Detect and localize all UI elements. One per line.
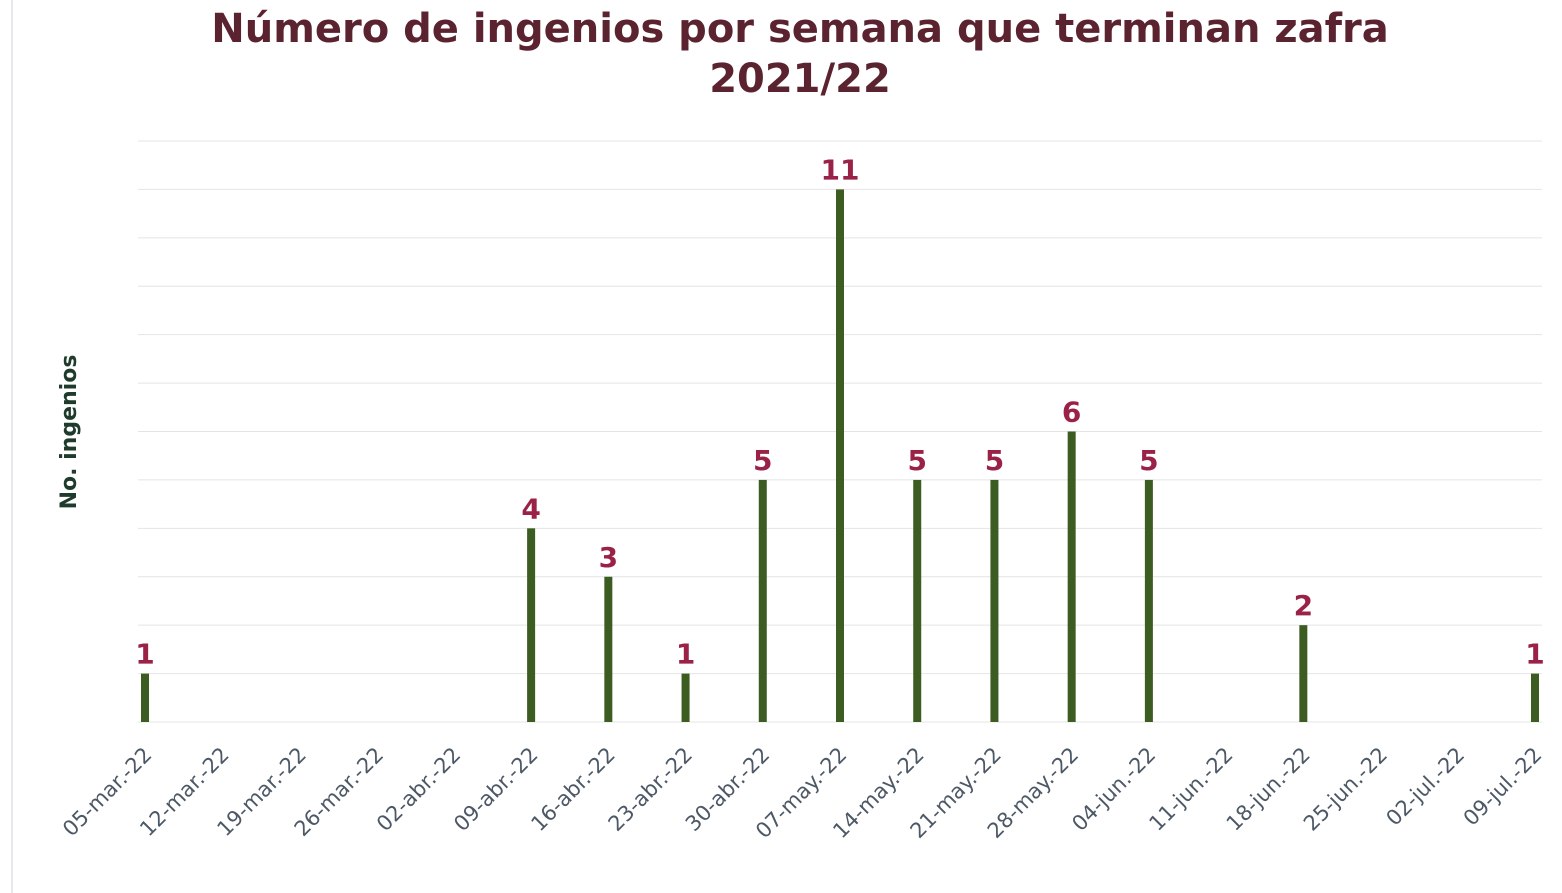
chart-title: Número de ingenios por semana que termin…: [211, 6, 1389, 102]
value-label: 1: [135, 638, 154, 671]
value-label: 4: [521, 492, 540, 525]
y-axis-label: No. ingenios: [57, 355, 82, 510]
value-label: 2: [1294, 589, 1313, 622]
bar: [1299, 625, 1308, 722]
bar: [141, 673, 149, 722]
x-tick-label: 09-jul.-22: [1459, 743, 1547, 831]
bar: [836, 189, 844, 722]
value-label: 3: [599, 541, 618, 574]
bar: [604, 576, 613, 722]
value-label: 5: [985, 444, 1004, 477]
value-label: 6: [1062, 396, 1081, 429]
bar: [1531, 673, 1539, 722]
bar: [681, 673, 690, 722]
bar: [990, 479, 999, 722]
bar: [758, 479, 767, 722]
x-tick-label: 02-jul.-22: [1381, 743, 1469, 831]
value-label: 11: [821, 153, 860, 186]
bar: [527, 528, 536, 722]
value-label: 1: [1525, 638, 1544, 671]
value-label: 1: [676, 638, 695, 671]
value-label: 5: [1139, 444, 1158, 477]
value-label: 5: [907, 444, 926, 477]
bar: [1067, 431, 1076, 722]
bar: [1144, 479, 1153, 722]
x-tick-label: 25-jun.-22: [1299, 743, 1392, 836]
value-label: 5: [753, 444, 772, 477]
bar: [913, 479, 922, 722]
